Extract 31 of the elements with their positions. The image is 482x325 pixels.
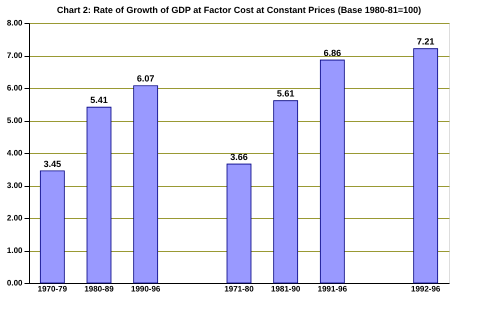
data-label: 5.61 [276,88,294,99]
x-tick-label: 1991-96 [318,284,348,294]
y-tick-label: 5.00 [6,116,24,125]
chart-title: Chart 2: Rate of Growth of GDP at Factor Cost at Constant Prices (Base 1980-81=100) [56,5,422,15]
data-label: 3.45 [44,158,62,169]
y-tick-label: 2.00 [6,214,24,222]
x-tick-label: 1992-96 [410,284,441,294]
y-tick-label: 1.00 [6,246,24,255]
data-label: 6.07 [136,74,154,84]
y-tick-label: 0.00 [6,278,24,288]
y-tick-label: 6.00 [6,84,24,92]
bar [133,85,158,284]
bar [320,60,345,284]
data-label: 7.21 [416,36,434,47]
data-label: 3.66 [230,152,248,162]
data-label: 6.86 [324,48,342,58]
x-tick-label: 1971-80 [224,284,254,294]
bar [226,164,252,284]
y-tick-label: 4.00 [6,148,24,158]
bar [413,48,438,284]
y-tick-label: 8.00 [6,18,24,28]
y-tick-label: 3.00 [6,181,24,190]
x-tick-label: 1970-79 [38,284,68,294]
y-tick-label: 7.00 [6,51,24,60]
bar [86,106,112,284]
data-label: 5.41 [90,95,108,106]
x-tick-label: 1980-89 [84,284,114,294]
x-tick-label: 1990-96 [130,284,161,294]
bar [40,170,65,284]
bar [273,100,298,284]
x-tick-label: 1981-90 [270,284,301,294]
